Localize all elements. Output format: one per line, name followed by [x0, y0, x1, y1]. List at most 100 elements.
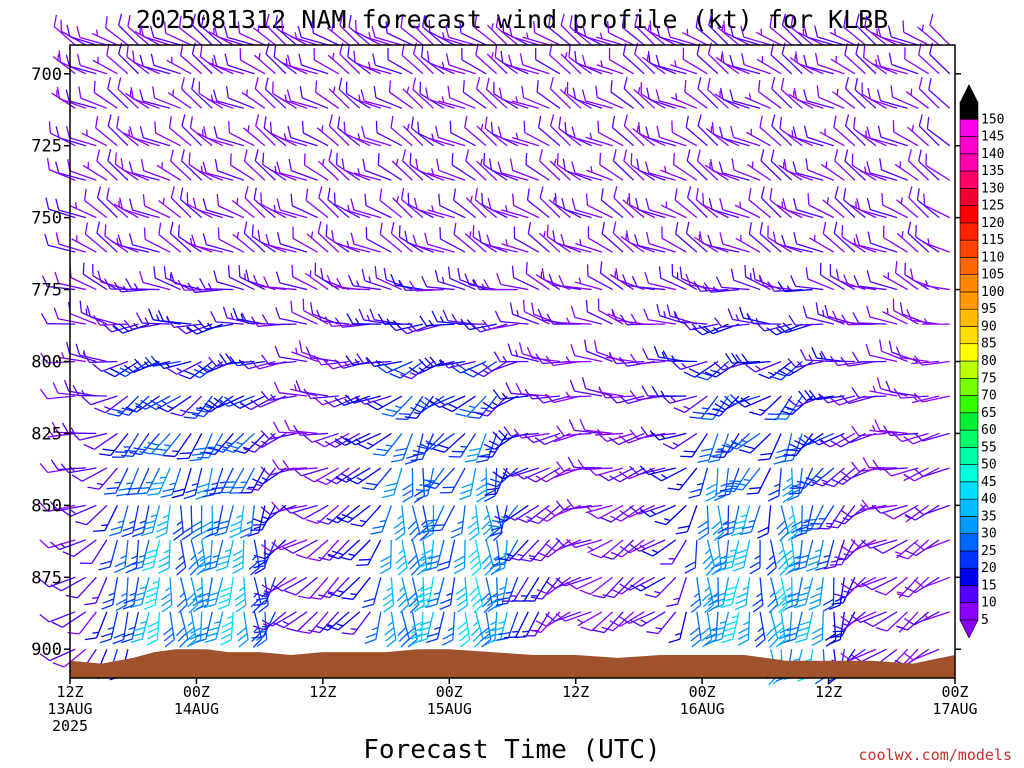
barb-full — [585, 193, 589, 206]
barb-full — [734, 482, 747, 486]
barb-staff — [216, 35, 245, 46]
wind-barb — [243, 149, 266, 181]
wind-barb — [757, 505, 772, 539]
wind-barb — [373, 85, 403, 109]
barb-full — [803, 89, 808, 102]
wind-barb — [866, 270, 898, 291]
barb-staff — [413, 24, 434, 46]
barb-staff — [319, 539, 340, 562]
wind-barb — [493, 539, 508, 574]
barb-full — [251, 478, 264, 485]
barb-full — [570, 344, 576, 356]
wind-barb — [200, 14, 224, 46]
barb-full — [623, 114, 628, 127]
barb-full — [760, 452, 773, 456]
barb-staff — [347, 56, 371, 75]
wind-barb — [365, 227, 392, 253]
barb-staff — [525, 273, 550, 291]
barb-full — [488, 158, 493, 171]
barb-full — [739, 306, 744, 319]
wind-barb — [514, 611, 540, 639]
wind-barb — [474, 187, 498, 219]
barb-staff — [770, 160, 793, 181]
barb-full — [149, 487, 162, 491]
barb-half — [282, 620, 290, 625]
barb-full — [428, 554, 441, 560]
wind-barb — [427, 168, 455, 181]
barb-staff — [668, 360, 697, 363]
barb-full — [434, 397, 446, 406]
barb-staff — [240, 467, 255, 494]
barb-full — [601, 555, 614, 560]
barb-full — [844, 114, 850, 127]
barb-staff — [49, 648, 76, 662]
barb-full — [480, 592, 491, 602]
wind-barb — [646, 611, 677, 635]
barb-full — [483, 604, 493, 614]
barb-full — [695, 375, 708, 381]
barb-full — [481, 638, 492, 648]
barb-staff — [166, 59, 192, 75]
barb-half — [565, 356, 571, 363]
barb-staff — [291, 205, 318, 219]
barb-staff — [58, 282, 86, 291]
wind-barb — [450, 360, 487, 374]
barb-full — [345, 355, 354, 366]
wind-barb — [191, 234, 223, 253]
barb-staff — [95, 127, 118, 147]
wind-barb — [140, 24, 171, 46]
barb-full — [727, 308, 734, 320]
barb-full — [142, 194, 146, 207]
barb-staff — [501, 577, 508, 605]
barb-full — [480, 633, 491, 642]
barb-full — [145, 549, 158, 554]
wind-barb — [765, 611, 779, 648]
wind-barb — [382, 577, 395, 613]
barb-staff — [386, 32, 413, 46]
barb-staff — [400, 27, 424, 46]
barb-half — [441, 96, 445, 103]
barb-full — [409, 604, 420, 614]
barb-half — [140, 586, 147, 590]
barb-staff — [153, 36, 181, 46]
barb-full — [512, 193, 515, 206]
barb-staff — [188, 163, 213, 181]
barb-staff — [770, 54, 793, 75]
wind-barb — [356, 539, 382, 567]
barb-staff — [217, 170, 245, 181]
wind-barb — [488, 158, 518, 181]
barb-half — [704, 549, 711, 555]
wind-barb — [725, 432, 761, 450]
barb-staff — [114, 360, 139, 378]
barb-full — [223, 25, 229, 38]
barb-full — [360, 89, 365, 102]
barb-full — [235, 598, 246, 607]
barb-full — [477, 453, 490, 458]
barb-full — [418, 626, 430, 632]
barb-full — [110, 526, 123, 531]
barb-staff — [461, 59, 487, 75]
barb-full — [137, 487, 150, 490]
barb-full — [579, 419, 586, 431]
barb-half — [160, 399, 167, 405]
barb-staff — [652, 539, 677, 557]
barb-full — [646, 631, 659, 635]
barb-full — [719, 198, 724, 210]
barb-staff — [279, 282, 308, 291]
wind-barb — [475, 467, 488, 503]
wind-barb — [199, 44, 224, 75]
barb-staff — [190, 505, 193, 534]
barb-half — [421, 520, 427, 526]
barb-full — [790, 275, 797, 287]
barb-staff — [280, 98, 308, 109]
barb-half — [433, 626, 441, 630]
barb-full — [79, 300, 83, 313]
wind-barb — [145, 395, 181, 411]
barb-staff — [390, 577, 395, 606]
barb-staff — [377, 395, 403, 411]
wind-barb — [327, 576, 361, 598]
wind-barb — [336, 504, 371, 524]
wind-barb — [464, 433, 487, 463]
barb-staff — [833, 126, 856, 147]
barb-full — [415, 158, 419, 171]
